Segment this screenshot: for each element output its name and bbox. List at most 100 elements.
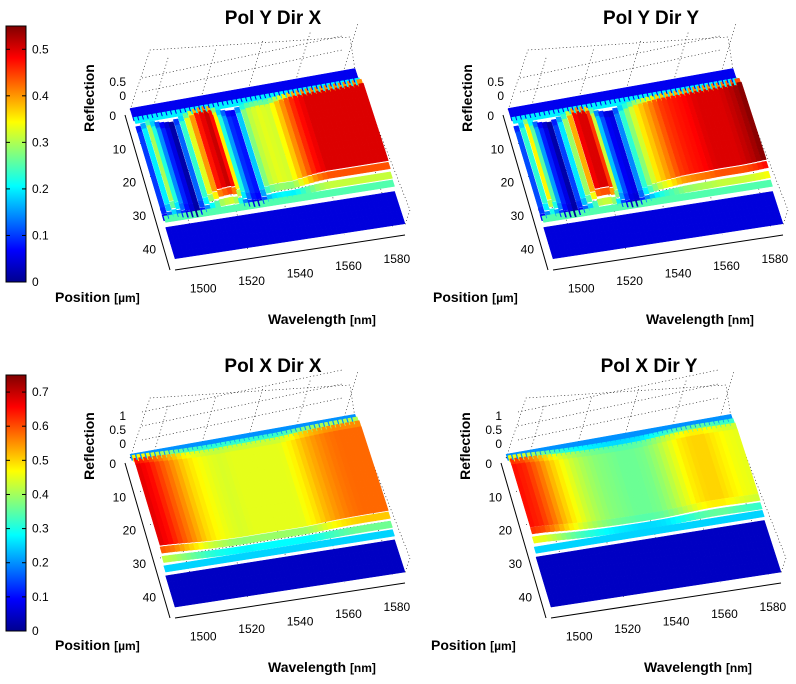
surface-cell [300,169,308,178]
y-axis-label-unit: [µm] [490,639,516,653]
surface-cell [518,143,527,152]
colorbar-bottom-tick-label: 0.4 [32,487,49,501]
colorbar-bottom-tick-label: 0.5 [32,453,49,467]
surface-cell [590,191,598,200]
surface-cell [313,183,322,192]
x-tick-label: 1560 [335,259,362,273]
colorbar-bottom-ticks: 00.10.20.30.40.50.60.7 [6,385,49,638]
x-axis-label-unit: [nm] [350,313,376,327]
surface-cell [583,187,591,196]
colorbar-bottom-tick-label: 0.2 [32,556,49,570]
grid-line [578,47,595,98]
surface-cell [309,166,318,175]
surface-cell [385,171,393,180]
surface-cell [524,162,532,170]
surface-cell [305,167,313,176]
surface-cell [264,185,272,194]
x-tick-label: 1580 [384,252,411,266]
surface-cell [221,188,229,196]
x-tick-label: 1580 [760,600,787,614]
x-tick-label: 1560 [713,259,740,273]
surface-cell [162,196,170,205]
surface-cell [531,164,539,173]
grid-line [248,386,264,438]
z-tick-label: 0.5 [485,423,502,437]
y-axis-label-unit: [µm] [114,291,140,305]
surface [129,68,406,260]
surface-cell [302,177,310,185]
surface-cell [525,146,533,154]
grid-line [673,30,690,81]
surface-cell [383,161,391,170]
surface-cell [311,174,320,182]
surface-cell [588,184,596,193]
panel-pol-y-dir-x: Pol Y Dir X15001520154015601580010203040… [55,8,411,327]
grid-line [342,22,359,73]
x-axis-label: Wavelength [nm] [268,659,376,675]
y-axis-label: Position [µm] [55,289,140,305]
z-axis-label: Reflection [457,412,473,480]
surface-cell [297,178,306,187]
grid-line [531,55,547,106]
surface-cell [381,153,389,162]
x-tick-label: 1500 [568,281,595,295]
surface-cell [540,196,548,204]
surface-cell [316,173,325,181]
surface-cell [290,172,299,181]
y-axis-label-name: Position [55,289,114,305]
colorbar-bottom-tick-label: 0.7 [32,385,49,399]
colorbar-bottom-gradient [5,374,27,632]
grid-line [153,55,169,106]
z-axis-label: Reflection [81,64,97,132]
surface-cell [267,177,275,185]
y-axis-label: Position [µm] [433,289,518,305]
colorbar-top-tick-label: 0 [32,275,39,289]
grid-line [576,395,593,446]
x-tick-label: 1580 [384,600,411,614]
surface-cell [288,181,296,189]
x-tick-label: 1560 [711,607,738,621]
y-tick-label: 20 [123,176,137,190]
colorbar-bottom-tick-label: 0.1 [32,590,49,604]
y-axis-label-name: Position [431,637,490,653]
grid-line [200,47,217,98]
y-tick-label: 20 [501,176,515,190]
surface-cell [535,199,544,208]
grid-line [295,30,312,81]
surface-cell [578,190,586,199]
surface-cell [314,165,323,173]
surface-cell [214,181,223,190]
surface-cell [397,216,406,225]
panel-title: Pol Y Dir Y [603,8,699,29]
grid-line [153,403,169,454]
z-axis-label: Reflection [459,64,475,132]
y-axis-label-unit: [µm] [492,291,518,305]
z-axis-label: Reflection [81,412,97,480]
colorbar-top: 00.10.20.30.40.5 [5,25,49,289]
y-tick-label: 20 [123,524,137,538]
colorbar-top-tick-label: 0.2 [32,182,49,196]
colorbar-bottom-tick-label: 0.6 [32,419,49,433]
panel-pol-x-dir-y: Pol X Dir Y15001520154015601580010203040… [431,356,787,675]
x-tick-label: 1520 [238,622,265,636]
surface-cell [523,139,531,148]
grid-line [718,370,735,421]
x-tick-label: 1520 [616,274,643,288]
x-tick-label: 1520 [238,274,265,288]
surface-cell [200,189,208,198]
surface-cell [159,206,167,215]
y-tick-label: 10 [489,490,503,504]
back-wall [129,36,356,111]
colorbar-bottom-tick-label: 0.3 [32,522,49,536]
surface-cell [517,137,525,145]
x-axis-label-name: Wavelength [268,659,350,675]
surface-cell [592,181,601,189]
x-axis-label: Wavelength [nm] [646,311,754,327]
y-tick-label: 0 [487,109,494,123]
surface-cell [520,149,529,158]
grid-line [342,370,359,421]
x-axis-label-name: Wavelength [268,311,350,327]
surface-cell [585,194,593,203]
grid-line [141,383,343,427]
y-axis-label-name: Position [433,289,492,305]
